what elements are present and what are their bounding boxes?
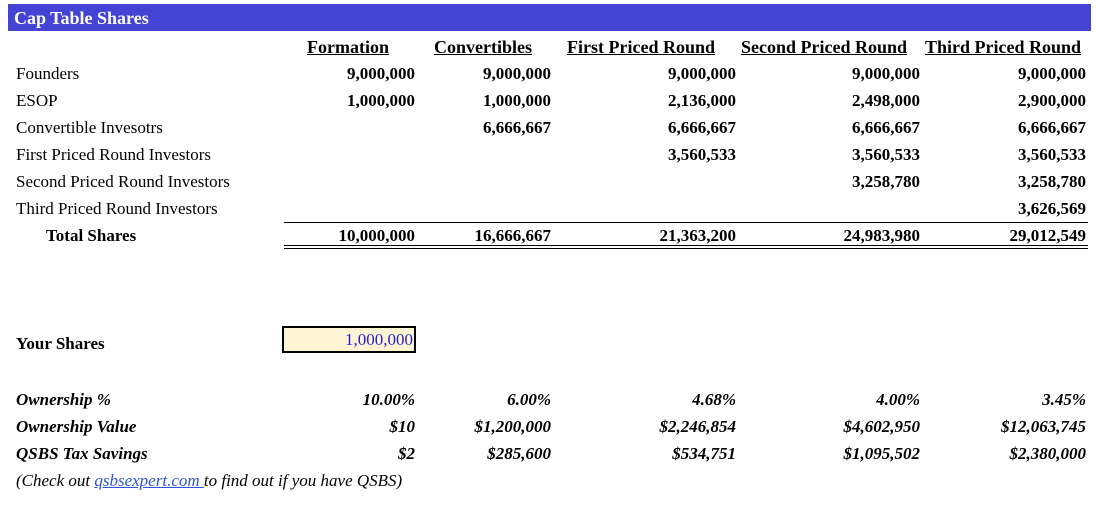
metric-label-ownership-pct: Ownership % [16,390,111,409]
table-cell: 2,498,000 [852,91,920,110]
metric-cell: $1,095,502 [843,444,921,463]
col-header-formation: Formation [307,37,389,57]
table-cell: 3,560,533 [668,145,736,164]
title-bar: Cap Table Shares [8,4,1091,31]
row-label-convertible: Convertible Invesotrs [16,118,163,137]
total-top-rule [284,222,1088,223]
total-cell: 10,000,000 [338,226,416,245]
total-double-rule-2 [284,248,1088,249]
sheet-title: Cap Table Shares [14,8,149,28]
table-cell: 9,000,000 [668,64,736,83]
metric-cell: $2,380,000 [1009,444,1087,463]
table-cell: 9,000,000 [1018,64,1086,83]
col-header-first-priced: First Priced Round [567,37,715,57]
metric-cell: $12,063,745 [1001,417,1086,436]
col-header-second-priced: Second Priced Round [741,37,908,57]
table-cell: 9,000,000 [852,64,920,83]
metric-cell: $1,200,000 [474,417,552,436]
row-label-second-priced: Second Priced Round Investors [16,172,230,191]
metric-cell: $2 [398,444,415,463]
metric-cell: $2,246,854 [659,417,737,436]
col-header-third-priced: Third Priced Round [925,37,1082,57]
table-cell: 6,666,667 [483,118,551,137]
metric-cell: $534,751 [672,444,736,463]
table-cell: 1,000,000 [347,91,415,110]
your-shares-label: Your Shares [16,334,105,353]
total-shares-label: Total Shares [46,226,137,245]
table-cell: 3,560,533 [1018,145,1086,164]
col-header-convertibles: Convertibles [434,37,532,57]
total-cell: 16,666,667 [474,226,552,245]
note-prefix: (Check out [16,471,95,490]
qsbs-note: (Check out qsbsexpert.com to find out if… [16,471,402,491]
table-cell: 2,136,000 [668,91,736,110]
row-label-third-priced: Third Priced Round Investors [16,199,218,218]
metric-cell: $10 [389,417,416,436]
metric-cell: 4.00% [876,390,920,409]
total-cell: 21,363,200 [659,226,737,245]
row-label-first-priced: First Priced Round Investors [16,145,212,164]
metric-cell: 3.45% [1042,390,1086,409]
metric-cell: $285,600 [487,444,551,463]
total-cell: 24,983,980 [843,226,921,245]
total-cell: 29,012,549 [1009,226,1087,245]
table-cell: 9,000,000 [347,64,415,83]
metric-cell: $4,602,950 [843,417,921,436]
qsbsexpert-link[interactable]: qsbsexpert.com [94,471,204,490]
row-label-founders: Founders [16,64,80,83]
table-cell: 1,000,000 [483,91,551,110]
metric-label-qsbs-savings: QSBS Tax Savings [16,444,148,463]
table-cell: 6,666,667 [852,118,920,137]
metric-cell: 10.00% [362,390,415,409]
table-cell: 6,666,667 [668,118,736,137]
table-cell: 3,258,780 [1018,172,1086,191]
note-suffix: to find out if you have QSBS) [203,471,403,490]
table-cell: 3,258,780 [852,172,920,191]
table-cell: 3,626,569 [1018,199,1086,218]
row-label-esop: ESOP [16,91,58,110]
your-shares-input[interactable] [284,328,414,351]
your-shares-input-box[interactable] [282,326,416,353]
metric-cell: 6.00% [507,390,551,409]
table-cell: 6,666,667 [1018,118,1086,137]
table-cell: 9,000,000 [483,64,551,83]
table-cell: 2,900,000 [1018,91,1086,110]
total-double-rule-1 [284,245,1088,246]
metric-cell: 4.68% [692,390,736,409]
metric-label-ownership-value: Ownership Value [16,417,137,436]
table-cell: 3,560,533 [852,145,920,164]
